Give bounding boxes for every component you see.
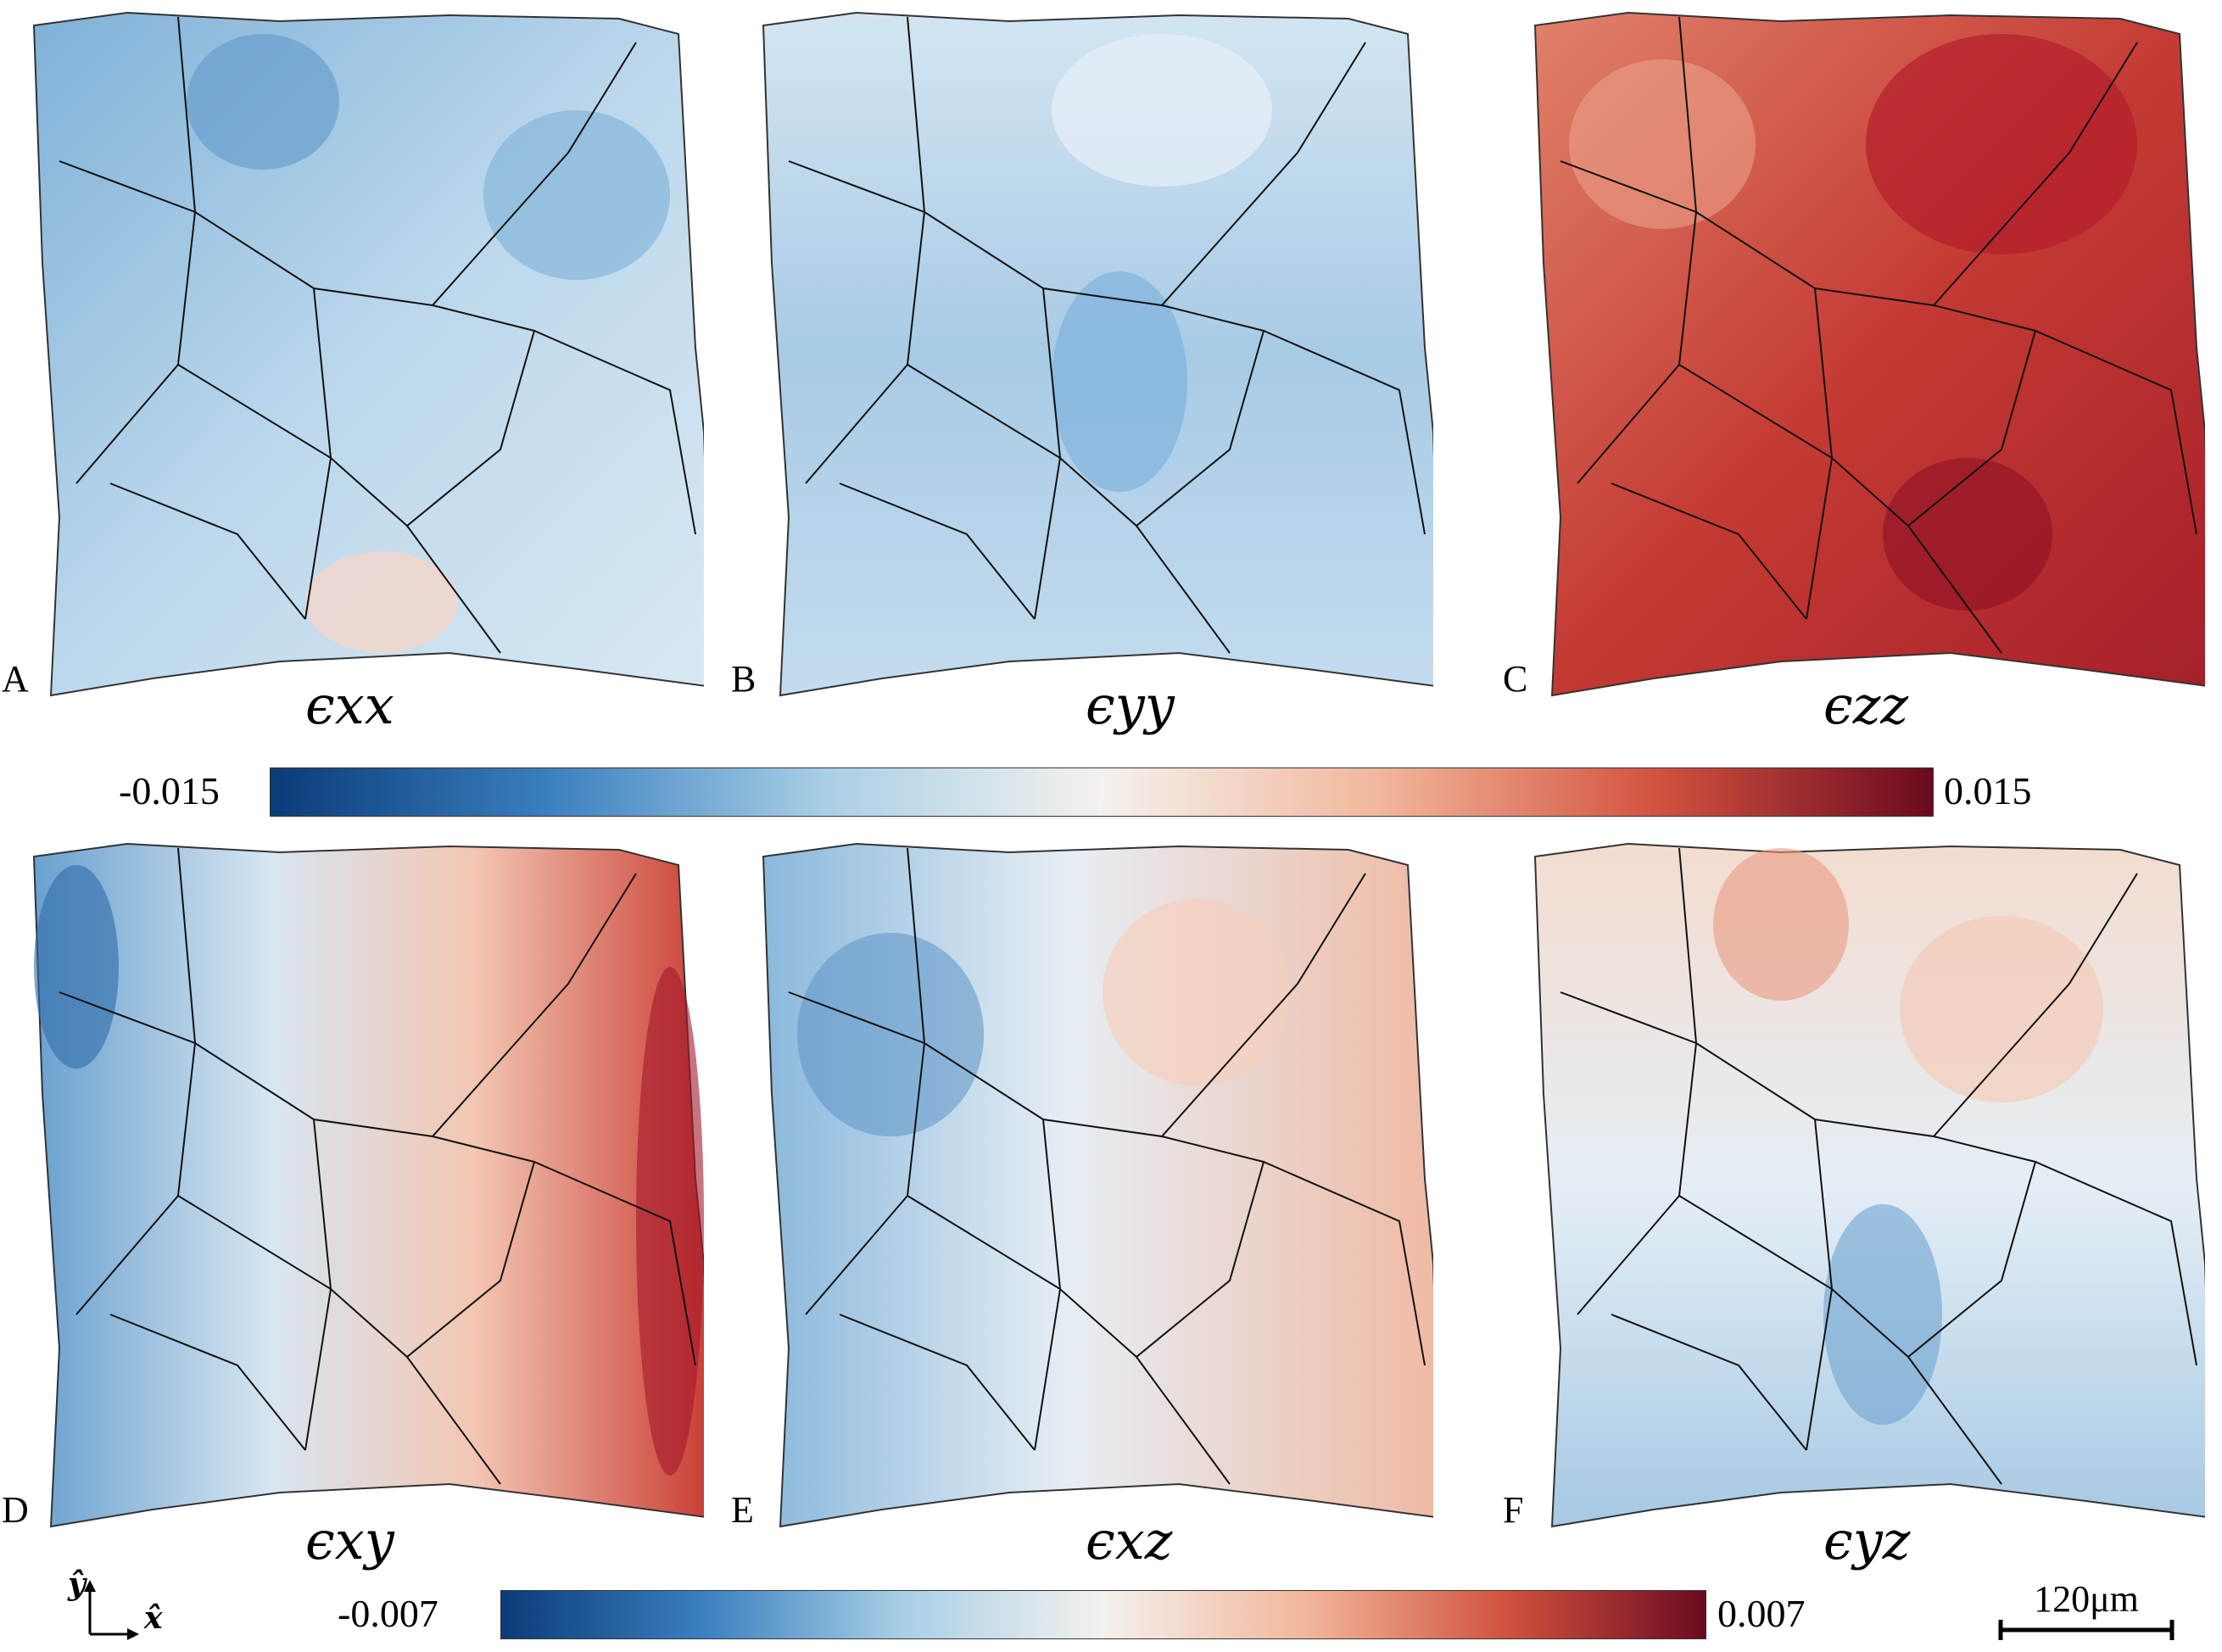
panel-symbol: ϵyz [1823, 1510, 1911, 1571]
panel-b: B ϵyy [731, 8, 1433, 736]
panel-d: D ϵxy [2, 840, 704, 1571]
strain-map-eyy [762, 11, 1433, 697]
panel-symbol: ϵyy [1086, 674, 1175, 736]
panel-f: F ϵyz [1503, 840, 2205, 1571]
strain-map-exy [32, 842, 704, 1528]
strain-map-exz [762, 842, 1433, 1528]
panel-symbol: ϵxy [305, 1510, 394, 1571]
panel-symbol: ϵxx [305, 674, 394, 736]
colorbar-top-max-label: 0.015 [1944, 769, 2032, 812]
panel-letter: A [2, 658, 29, 700]
colorbar-bottom [500, 1590, 1706, 1639]
panel-letter: E [731, 1489, 754, 1531]
panel-a: A ϵxx [2, 8, 704, 736]
panel-letter: D [2, 1489, 29, 1531]
scale-bar-label: 120μm [2034, 1578, 2139, 1620]
panel-c: C ϵzz [1503, 8, 2205, 736]
colorbar-top-min-label: -0.015 [119, 769, 220, 812]
colorbar-bottom-max-label: 0.007 [1717, 1592, 1806, 1635]
panel-symbol: ϵxz [1086, 1510, 1173, 1571]
strain-map-eyz [1533, 842, 2205, 1528]
axis-arrows-icon [84, 1580, 139, 1640]
axis-indicator: ŷ x̂ [68, 1566, 192, 1641]
panel-e: E ϵxz [731, 840, 1433, 1571]
axis-label-x: x̂ [144, 1600, 163, 1636]
colorbar-top [270, 767, 1934, 817]
panel-symbol: ϵzz [1823, 674, 1909, 736]
panel-letter: C [1503, 658, 1528, 700]
strain-map-ezz [1533, 11, 2205, 697]
strain-map-exx [32, 11, 704, 697]
axis-label-y: ŷ [68, 1566, 86, 1602]
panel-letter: B [731, 658, 756, 700]
colorbar-bottom-min-label: -0.007 [338, 1592, 438, 1635]
scale-bar-line [1998, 1620, 2175, 1640]
panel-letter: F [1503, 1489, 1524, 1531]
scale-bar: 120μm [1997, 1577, 2175, 1645]
